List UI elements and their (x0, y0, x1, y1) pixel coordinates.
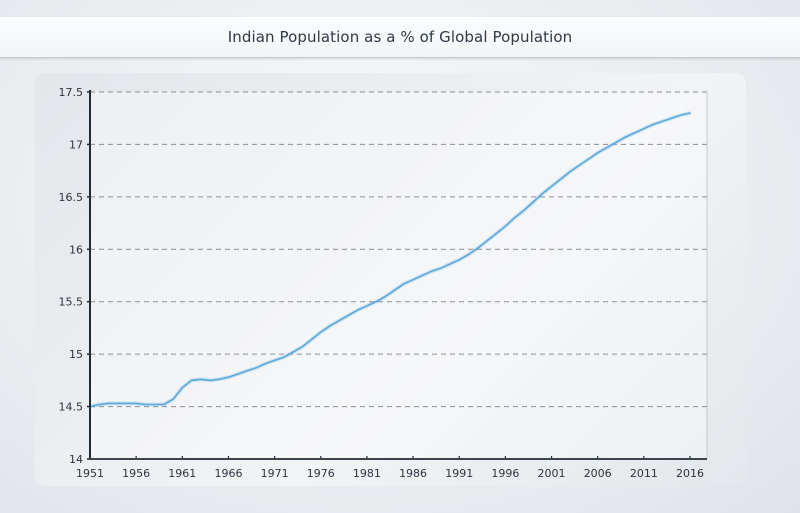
y-tick-label: 14 (69, 453, 83, 466)
chart-panel (35, 73, 746, 486)
chart-title: Indian Population as a % of Global Popul… (227, 28, 573, 46)
x-tick-label: 1971 (261, 467, 289, 480)
x-tick-label: 2006 (584, 467, 612, 480)
plot-background (90, 92, 707, 459)
x-tick-label: 1951 (76, 467, 104, 480)
x-tick-label: 1981 (353, 467, 381, 480)
x-tick-label: 2016 (676, 467, 704, 480)
x-tick-label: 1966 (214, 467, 242, 480)
x-tick-label: 1976 (307, 467, 335, 480)
x-tick-label: 1986 (399, 467, 427, 480)
gridlines (90, 91, 707, 408)
series-line (89, 112, 691, 408)
x-tick-label: 2001 (538, 467, 566, 480)
y-axis-ticks: 14 14.5 15 15.5 16 16.5 17 17.5 (59, 86, 90, 466)
y-tick-label: 17 (69, 138, 83, 151)
y-tick-label: 15 (69, 348, 83, 361)
y-tick-label: 15.5 (59, 296, 84, 309)
y-tick-label: 16.5 (59, 191, 84, 204)
y-tick-label: 16 (69, 243, 83, 256)
x-tick-label: 1961 (168, 467, 196, 480)
x-tick-label: 1996 (491, 467, 519, 480)
x-axis-ticks: 1951 1956 1961 1966 1971 1976 1981 1986 1991 1996… (76, 456, 704, 480)
plot-area (90, 92, 708, 459)
y-tick-label: 14.5 (59, 401, 84, 414)
title-bar: Indian Population as a % of Global Popul… (0, 17, 800, 58)
x-tick-label: 2011 (630, 467, 658, 480)
y-tick-label: 17.5 (59, 86, 84, 99)
axes (89, 90, 707, 460)
x-tick-label: 1991 (445, 467, 473, 480)
series-group (89, 111, 691, 409)
x-tick-label: 1956 (122, 467, 150, 480)
